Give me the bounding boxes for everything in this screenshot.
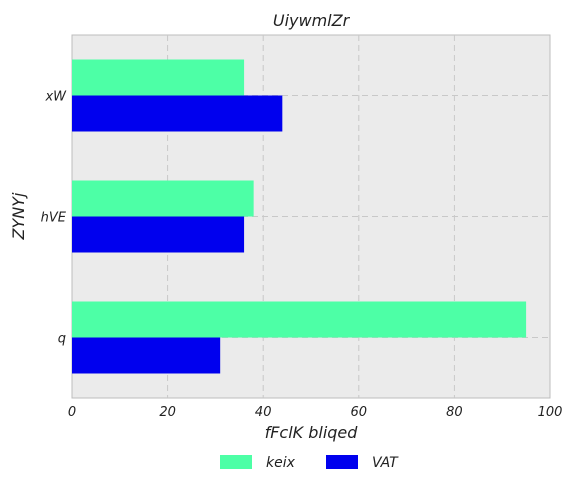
x-tick-labels: 0 20 40 60 80 100 <box>68 405 563 420</box>
bar-keix-hve <box>72 180 254 217</box>
bar-vat-q <box>72 337 221 374</box>
y-tick-label: q <box>58 332 66 347</box>
chart-title: UiywmlZr <box>273 11 351 30</box>
legend-swatch-keix <box>220 455 252 469</box>
bar-vat-hve <box>72 216 245 253</box>
x-axis-label: fFclK bliqed <box>265 423 359 442</box>
x-tick-label: 20 <box>159 405 176 420</box>
y-axis-label: ZYNYj <box>9 192 28 240</box>
x-tick-label: 100 <box>538 405 563 420</box>
x-tick-label: 40 <box>255 405 272 420</box>
legend-swatch-vat <box>326 455 358 469</box>
bar-keix-q <box>72 301 527 338</box>
x-tick-label: 80 <box>446 405 463 420</box>
legend: keix VAT <box>220 455 399 471</box>
x-tick-label: 60 <box>351 405 368 420</box>
bar-vat-xw <box>72 95 283 132</box>
y-tick-label: hVE <box>41 211 67 226</box>
y-tick-labels: q hVE xW <box>41 90 67 347</box>
legend-label-keix: keix <box>266 455 296 471</box>
bar-keix-xw <box>72 59 245 96</box>
legend-label-vat: VAT <box>372 455 399 471</box>
y-tick-label: xW <box>44 90 67 105</box>
bars <box>72 59 527 374</box>
x-tick-label: 0 <box>68 405 76 420</box>
